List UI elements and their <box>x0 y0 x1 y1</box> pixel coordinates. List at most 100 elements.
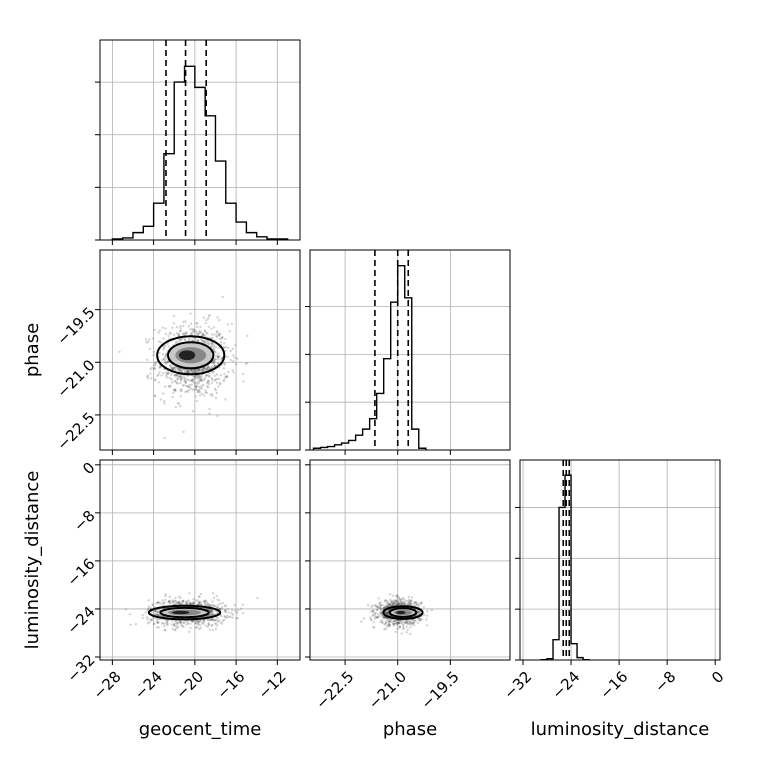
grid <box>310 250 510 451</box>
sample-point <box>379 601 382 604</box>
sample-point <box>175 622 179 625</box>
grid <box>520 460 720 661</box>
sample-point <box>381 621 384 624</box>
sample-point <box>391 601 394 604</box>
sample-point <box>396 603 400 606</box>
sample-point <box>391 602 395 605</box>
sample-point <box>200 387 204 390</box>
sample-point <box>210 605 214 608</box>
sample-point <box>215 606 219 609</box>
sample-point <box>412 602 416 605</box>
sample-point <box>208 366 211 369</box>
sample-point <box>174 388 177 392</box>
sample-point <box>145 375 149 378</box>
sample-point <box>190 383 193 386</box>
sample-point <box>405 599 409 603</box>
x-tick-label: −12 <box>255 668 290 703</box>
sample-point <box>168 595 171 599</box>
sample-point <box>398 625 402 628</box>
sample-point <box>182 625 185 629</box>
sample-point <box>419 618 423 621</box>
sample-point <box>185 378 189 381</box>
pair-panel-geocent_time-luminosity_distance <box>95 459 301 665</box>
sample-point <box>179 375 182 378</box>
sample-point <box>206 603 210 606</box>
sample-point <box>176 377 179 381</box>
sample-point <box>208 603 212 607</box>
sample-point <box>177 332 180 336</box>
sample-point <box>204 334 207 338</box>
sample-point <box>393 602 396 606</box>
sample-point <box>170 381 174 384</box>
sample-point <box>184 602 188 606</box>
sample-point <box>190 379 194 383</box>
sample-point <box>166 342 170 345</box>
sample-point <box>177 595 181 598</box>
sample-point <box>208 412 211 415</box>
sample-point <box>203 600 206 603</box>
sample-point <box>154 610 157 613</box>
sample-point <box>399 619 402 622</box>
sample-point <box>412 621 415 625</box>
sample-point <box>232 354 235 357</box>
sample-point <box>207 618 210 622</box>
sample-point <box>163 436 166 440</box>
sample-point <box>166 372 170 375</box>
sample-point <box>400 619 404 622</box>
sample-point <box>176 382 179 385</box>
sample-point <box>216 355 220 359</box>
sample-point <box>218 382 222 385</box>
sample-point <box>368 616 372 619</box>
sample-point <box>205 339 208 342</box>
sample-point <box>200 378 203 382</box>
sample-point <box>155 618 159 621</box>
sample-point <box>213 333 216 336</box>
x-tick-label: −24 <box>548 668 583 703</box>
sample-point <box>398 621 401 624</box>
sample-point <box>206 331 209 335</box>
sample-point <box>174 380 177 383</box>
sample-point <box>395 621 398 625</box>
hist-panel-luminosity_distance <box>515 459 721 665</box>
sample-point <box>216 362 220 365</box>
sample-point <box>176 402 180 405</box>
sample-point <box>161 352 165 356</box>
sample-point <box>184 601 188 604</box>
sample-point <box>195 325 199 329</box>
sample-point <box>397 602 400 606</box>
sample-point <box>220 607 223 611</box>
sample-point <box>211 618 214 621</box>
sample-point <box>394 603 397 606</box>
sample-point <box>178 368 182 371</box>
sample-point <box>207 342 210 345</box>
sample-point <box>156 621 160 624</box>
sample-point <box>186 368 189 372</box>
sample-point <box>386 601 390 604</box>
sample-point <box>194 371 198 374</box>
sample-point <box>420 618 423 622</box>
sample-point <box>377 606 380 610</box>
sample-point <box>179 388 183 391</box>
sample-point <box>171 619 174 623</box>
sample-point <box>214 345 218 349</box>
sample-point <box>179 329 182 332</box>
sample-point <box>199 378 203 381</box>
sample-point <box>399 603 403 606</box>
sample-point <box>211 336 214 340</box>
y-tick-label: −21.0 <box>53 356 98 401</box>
sample-point <box>383 628 386 631</box>
sample-point <box>392 619 395 623</box>
sample-point <box>386 605 389 608</box>
sample-point <box>188 630 191 633</box>
sample-point <box>128 612 132 616</box>
sample-point <box>199 386 202 389</box>
sample-point <box>190 370 193 373</box>
sample-point <box>179 621 183 624</box>
sample-point <box>150 618 154 622</box>
sample-point <box>156 614 160 617</box>
sample-point <box>214 618 217 622</box>
sample-point <box>393 619 397 623</box>
sample-point <box>212 362 216 366</box>
sample-point <box>173 366 176 369</box>
sample-point <box>186 621 189 624</box>
